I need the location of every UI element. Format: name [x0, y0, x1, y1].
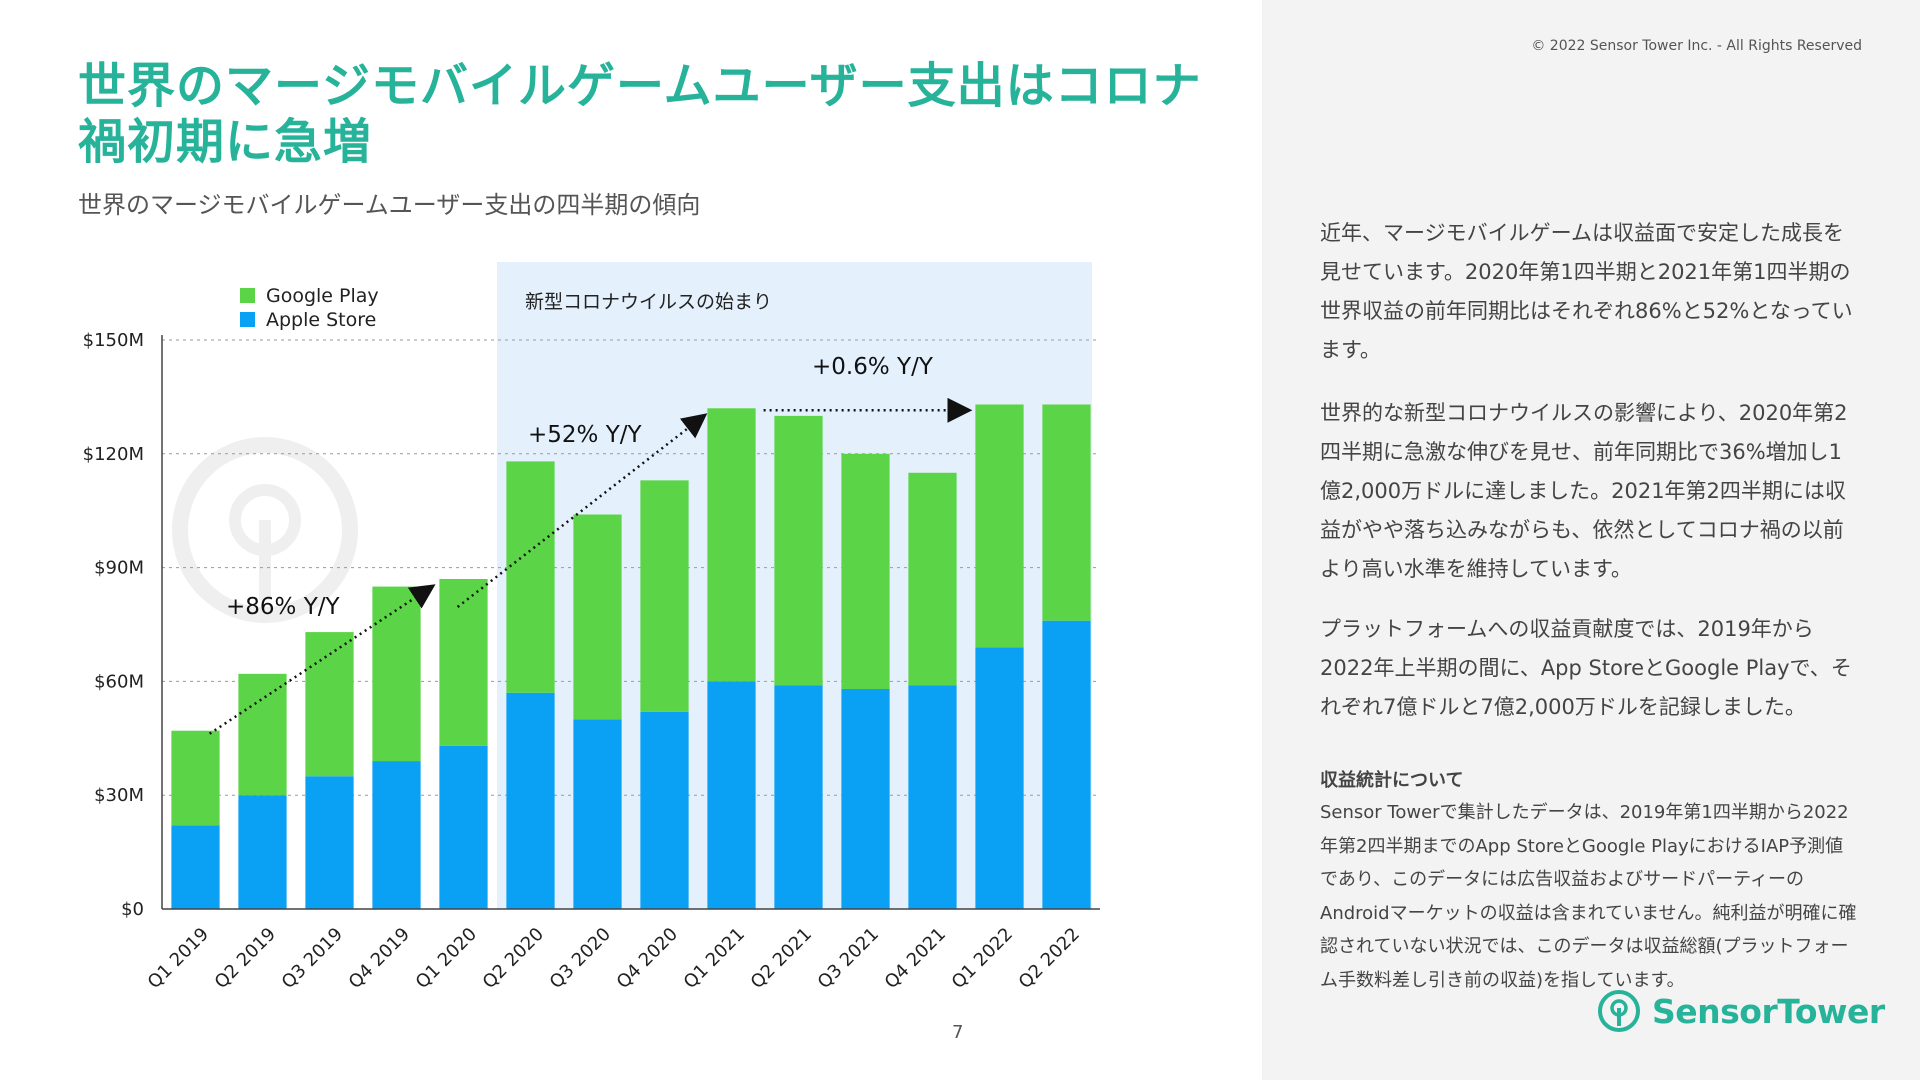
summary-paragraph-3: プラットフォームへの収益貢献度では、2019年から2022年上半期の間に、App… — [1320, 617, 1852, 719]
sensor-tower-logo-icon — [1598, 990, 1640, 1032]
x-tick-label: Q1 2020 — [412, 924, 481, 993]
y-tick-label: $60M — [94, 671, 144, 692]
x-tick-label: Q2 2021 — [747, 924, 816, 993]
x-tick-label: Q2 2020 — [479, 924, 548, 993]
apple-store-bar — [908, 685, 957, 909]
sensor-tower-watermark — [172, 437, 358, 623]
apple-store-bar — [841, 688, 890, 909]
summary-paragraph-2: 世界的な新型コロナウイルスの影響により、2020年第2四半期に急激な伸びを見せ、… — [1320, 401, 1848, 581]
sensor-tower-logo: SensorTower — [1596, 986, 1885, 1036]
x-tick-label: Q1 2021 — [680, 924, 749, 993]
apple-store-bar — [573, 719, 622, 909]
x-tick-label: Q4 2019 — [345, 924, 414, 993]
apple-store-bar — [707, 681, 756, 909]
about-heading: 収益統計について — [1320, 770, 1464, 791]
google-play-bar — [707, 408, 756, 682]
chart-subtitle: 世界のマージモバイルゲームユーザー支出の四半期の傾向 — [78, 191, 701, 219]
yoy-arrow-2 — [456, 413, 708, 608]
google-play-bar — [774, 415, 823, 686]
legend-label: Google Play — [266, 285, 379, 307]
google-play-bar — [238, 673, 287, 796]
covid-highlight-label: 新型コロナウイルスの始まり — [525, 291, 772, 313]
y-tick-label: $120M — [83, 444, 144, 465]
y-tick-label: $30M — [94, 785, 144, 806]
google-play-bar — [1042, 404, 1091, 621]
apple-store-bar — [774, 685, 823, 909]
y-tick-label: $150M — [83, 330, 144, 351]
google-play-bar — [372, 586, 421, 762]
side-panel — [1262, 0, 1920, 1080]
apple-store-bar — [171, 825, 220, 909]
summary-paragraph-1: 近年、マージモバイルゲームは収益面で安定した成長を見せています。2020年第1四… — [1320, 221, 1853, 362]
yoy-label: +52% Y/Y — [528, 422, 643, 448]
apple-store-bar — [1042, 620, 1091, 909]
copyright-notice: © 2022 Sensor Tower Inc. - All Rights Re… — [1531, 38, 1862, 54]
legend-swatch — [240, 288, 255, 303]
revenue-chart: 新型コロナウイルスの始まり $0 $30M $60M $90M $120M $150M Q1… — [83, 262, 1100, 993]
yoy-arrow-1 — [208, 584, 436, 735]
x-tick-label: Q2 2019 — [211, 924, 280, 993]
legend-swatch — [240, 312, 255, 327]
x-tick-label: Q1 2022 — [948, 924, 1017, 993]
x-tick-label: Q1 2019 — [144, 924, 213, 993]
y-tick-label: $0 — [121, 899, 144, 920]
x-tick-label: Q4 2021 — [881, 924, 950, 993]
yoy-label: +0.6% Y/Y — [812, 354, 934, 380]
yoy-label: +86% Y/Y — [226, 594, 341, 620]
google-play-bar — [506, 461, 555, 693]
legend-label: Apple Store — [266, 309, 376, 331]
google-play-bar — [573, 514, 622, 720]
about-text: Sensor Towerで集計したデータは、2019年第1四半期から2022年第… — [1320, 802, 1857, 991]
page-number: 7 — [952, 1022, 964, 1043]
page-title: 世界のマージモバイルゲームユーザー支出はコロナ禍初期に急増 — [78, 58, 1202, 170]
google-play-bar — [305, 632, 354, 777]
x-tick-label: Q4 2020 — [613, 924, 682, 993]
google-play-bar — [908, 472, 957, 686]
apple-store-bar — [506, 692, 555, 909]
y-tick-label: $90M — [94, 558, 144, 579]
google-play-bar — [841, 453, 890, 689]
google-play-bar — [975, 404, 1024, 648]
apple-store-bar — [439, 745, 488, 909]
apple-store-bar — [640, 711, 689, 909]
apple-store-bar — [372, 761, 421, 909]
google-play-bar — [640, 480, 689, 712]
x-tick-label: Q3 2020 — [546, 924, 615, 993]
apple-store-bar — [305, 776, 354, 909]
apple-store-bar — [975, 647, 1024, 909]
x-tick-label: Q3 2019 — [278, 924, 347, 993]
logo-text: SensorTower — [1652, 991, 1885, 1031]
x-tick-label: Q2 2022 — [1015, 924, 1084, 993]
google-play-bar — [171, 730, 220, 826]
apple-store-bar — [238, 795, 287, 909]
x-tick-label: Q3 2021 — [814, 924, 883, 993]
google-play-bar — [439, 578, 488, 746]
